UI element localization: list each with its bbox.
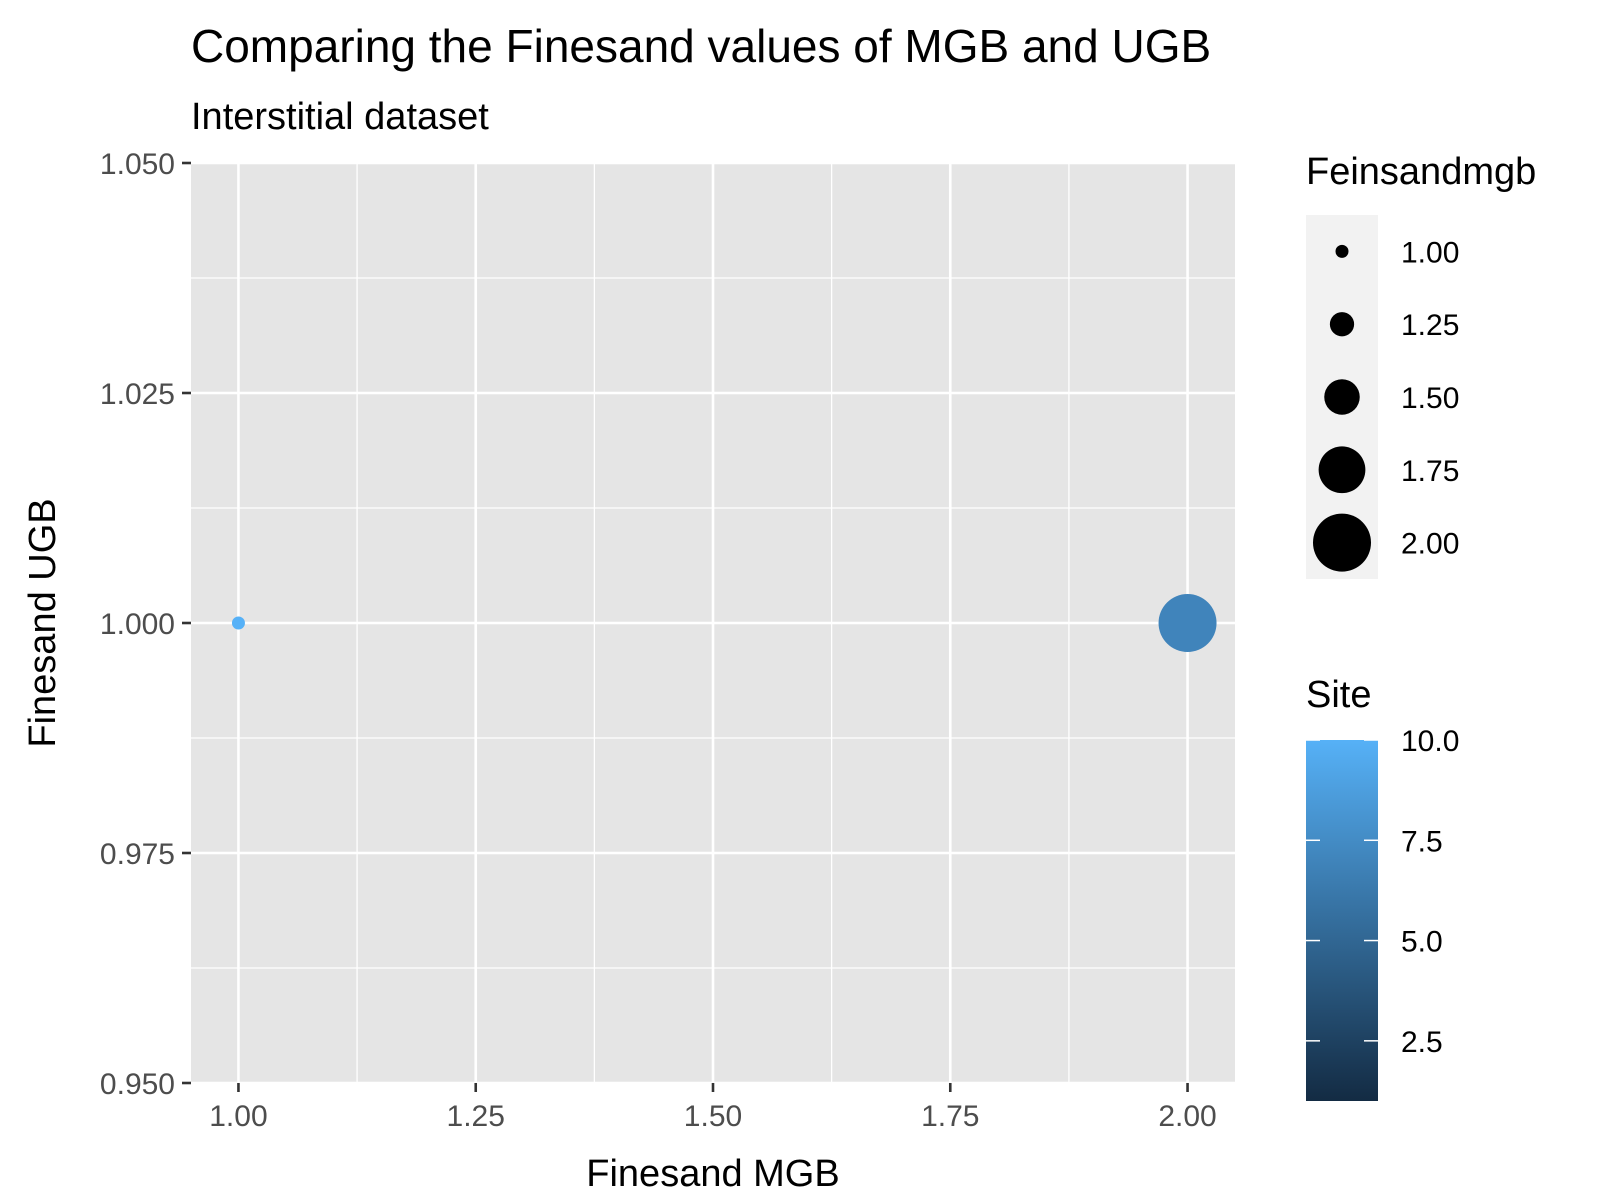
size-legend-label: 1.00 xyxy=(1401,236,1459,269)
color-legend-label: 5.0 xyxy=(1401,926,1443,959)
x-tick-label: 1.25 xyxy=(447,1100,505,1133)
y-tick-label: 1.000 xyxy=(100,608,175,641)
y-tick-label: 1.050 xyxy=(100,148,175,181)
y-tick-label: 0.950 xyxy=(100,1068,175,1101)
x-axis: 1.00 1.25 1.50 1.75 2.00 xyxy=(209,1083,1217,1133)
size-legend-label: 1.25 xyxy=(1401,309,1459,342)
data-point xyxy=(1158,594,1217,652)
x-tick-label: 2.00 xyxy=(1158,1100,1216,1133)
color-legend: Site 2.5 5.0 7.5 10.0 xyxy=(1306,674,1459,1101)
y-axis: 0.950 0.975 1.000 1.025 1.050 xyxy=(100,148,191,1101)
chart-subtitle: Interstitial dataset xyxy=(191,96,489,138)
x-tick-label: 1.00 xyxy=(209,1100,267,1133)
size-legend-key xyxy=(1329,312,1355,337)
size-legend-key xyxy=(1335,244,1349,258)
y-axis-title: Finesand UGB xyxy=(22,498,64,747)
size-legend-key xyxy=(1318,446,1366,494)
y-tick-label: 1.025 xyxy=(100,378,175,411)
x-tick-label: 1.50 xyxy=(684,1100,742,1133)
color-legend-title: Site xyxy=(1306,674,1371,716)
size-legend-label: 1.50 xyxy=(1401,382,1459,415)
size-legend-label: 1.75 xyxy=(1401,455,1459,488)
size-legend-key xyxy=(1324,379,1360,415)
chart-title: Comparing the Finesand values of MGB and… xyxy=(191,20,1211,72)
size-legend-key xyxy=(1313,513,1371,572)
size-legend-title: Feinsandmgb xyxy=(1306,151,1536,193)
data-point xyxy=(231,616,245,630)
size-legend-label: 2.00 xyxy=(1401,528,1459,561)
x-axis-title: Finesand MGB xyxy=(586,1153,839,1195)
x-tick-label: 1.75 xyxy=(921,1100,979,1133)
y-tick-label: 0.975 xyxy=(100,838,175,871)
color-legend-colorbar xyxy=(1306,740,1378,1101)
color-legend-label: 10.0 xyxy=(1401,725,1459,758)
color-legend-label: 2.5 xyxy=(1401,1026,1443,1059)
size-legend: Feinsandmgb 1.00 1.25 1.50 1.75 2.00 xyxy=(1306,151,1536,579)
color-legend-label: 7.5 xyxy=(1401,825,1443,858)
data-points xyxy=(231,594,1217,652)
